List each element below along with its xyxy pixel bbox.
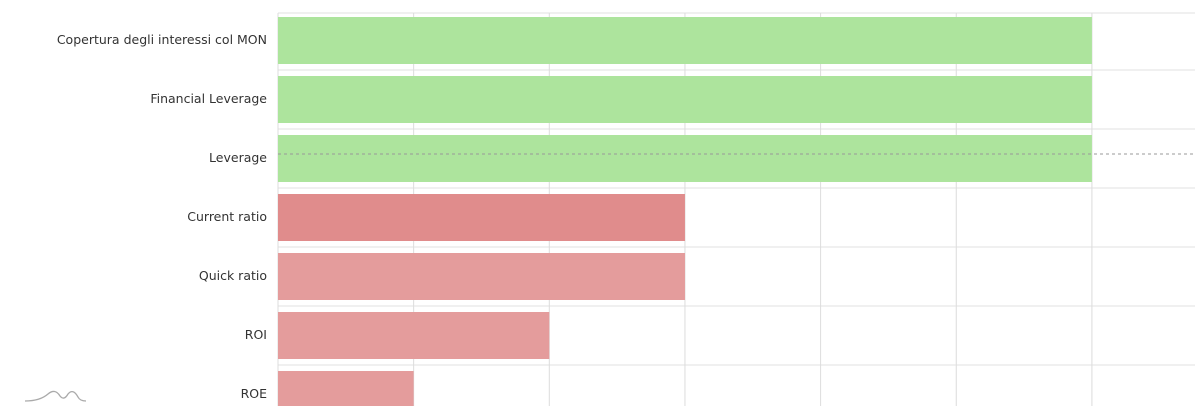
y-tick-label: Financial Leverage: [150, 91, 267, 106]
y-tick-label: Leverage: [209, 150, 267, 165]
y-tick-label: ROI: [245, 327, 267, 342]
bar: [278, 371, 414, 406]
bar: [278, 76, 1092, 123]
y-tick-label: Quick ratio: [199, 268, 267, 283]
bar: [278, 253, 685, 300]
y-tick-label: Current ratio: [187, 209, 267, 224]
bar: [278, 135, 1092, 182]
y-tick-label: ROE: [241, 386, 268, 401]
bar: [278, 17, 1092, 64]
bar: [278, 194, 685, 241]
bar: [278, 312, 550, 359]
y-tick-label: Copertura degli interessi col MON: [57, 32, 267, 47]
logo: [24, 390, 87, 402]
